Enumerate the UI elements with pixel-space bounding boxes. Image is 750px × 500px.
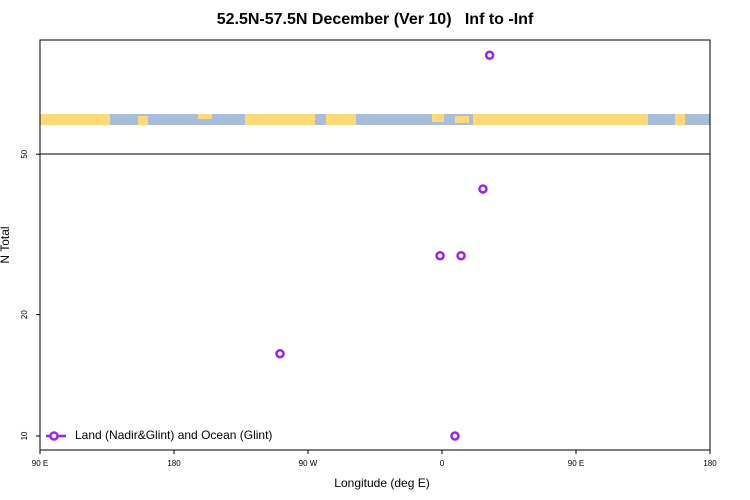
y-axis-label: N Total <box>0 226 12 263</box>
x-tick-label: 180 <box>703 459 717 468</box>
y-tick-label: 10 <box>20 431 29 440</box>
y-tick-label: 50 <box>20 149 29 158</box>
point <box>435 250 445 261</box>
x-tick-label: 90 E <box>568 459 584 468</box>
plot-frame <box>39 39 711 451</box>
x-tick-label: 90 E <box>32 459 48 468</box>
point <box>478 184 488 194</box>
x-axis-label: Longitude (deg E) <box>334 476 429 490</box>
y-tick-label: 20 <box>20 310 29 319</box>
x-tick-label: 0 <box>440 459 445 468</box>
x-tick-label: 90 W <box>299 459 318 468</box>
legend-marker <box>49 431 59 441</box>
chart-title: 52.5N-57.5N December (Ver 10) Inf to -In… <box>217 11 534 28</box>
point <box>275 348 285 359</box>
map-strip <box>40 114 710 125</box>
x-tick-label: 180 <box>167 459 181 468</box>
legend-label: Land (Nadir&Glint) and Ocean (Glint) <box>75 428 272 442</box>
point <box>450 431 460 441</box>
point <box>456 250 466 261</box>
point <box>484 50 495 60</box>
